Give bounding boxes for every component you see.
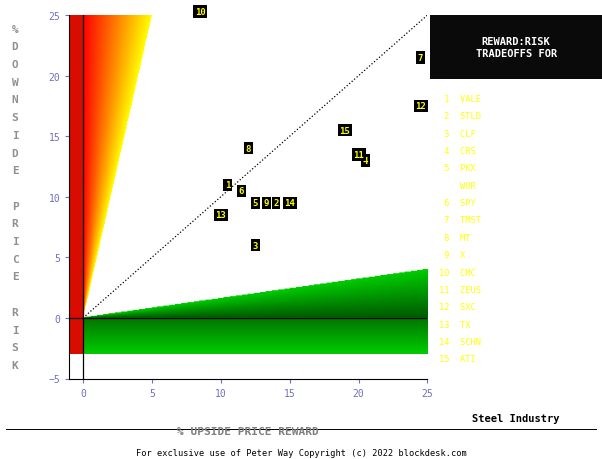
Text: 3/11/22: 3/11/22 <box>4 444 42 453</box>
Text: 4  CRS: 4 CRS <box>439 146 476 156</box>
Text: 4: 4 <box>363 157 368 166</box>
Text: 13  TX: 13 TX <box>439 320 471 329</box>
Text: 8  MT: 8 MT <box>439 233 471 242</box>
Text: 11  ZEUS: 11 ZEUS <box>439 285 481 294</box>
Text: 7: 7 <box>418 54 423 63</box>
Text: I: I <box>11 325 19 335</box>
Text: D: D <box>11 42 19 52</box>
Text: P: P <box>11 201 19 211</box>
Text: 11: 11 <box>353 151 364 160</box>
Text: % UPSIDE PRICE REWARD: % UPSIDE PRICE REWARD <box>178 426 319 437</box>
Text: 3  CLF: 3 CLF <box>439 129 476 138</box>
Text: D: D <box>11 148 19 158</box>
Text: 2: 2 <box>273 199 279 208</box>
Text: R: R <box>11 307 19 317</box>
Text: 2  STLD: 2 STLD <box>439 112 481 121</box>
Text: E: E <box>11 272 19 282</box>
Text: W: W <box>11 78 19 88</box>
Text: I: I <box>11 130 19 140</box>
Text: 3: 3 <box>252 241 258 250</box>
Text: %: % <box>11 24 19 34</box>
Text: Block: Block <box>12 409 46 420</box>
Text: R: R <box>11 219 19 229</box>
Text: 12  SXC: 12 SXC <box>439 302 476 312</box>
Text: 14: 14 <box>284 199 295 208</box>
Text: N: N <box>11 95 19 105</box>
Text: 8: 8 <box>246 145 251 153</box>
Text: 6: 6 <box>239 187 244 196</box>
Text: 10  CMC: 10 CMC <box>439 268 476 277</box>
Text: 1  VALE: 1 VALE <box>439 95 481 104</box>
Text: 14  SCHN: 14 SCHN <box>439 337 481 346</box>
Text: S: S <box>11 342 19 353</box>
Text: 12: 12 <box>415 102 426 111</box>
Text: 9  X: 9 X <box>439 251 465 260</box>
Text: Steel Industry: Steel Industry <box>473 413 560 423</box>
Text: I: I <box>11 236 19 246</box>
Text: C: C <box>11 254 19 264</box>
Text: WOR: WOR <box>439 181 476 190</box>
Text: 6  SPY: 6 SPY <box>439 199 476 207</box>
Text: 5  PKX: 5 PKX <box>439 164 476 173</box>
Text: 1: 1 <box>225 181 231 190</box>
Text: REWARD:RISK
TRADEOFFS FOR: REWARD:RISK TRADEOFFS FOR <box>476 37 557 59</box>
Bar <box>430 16 602 79</box>
Text: 9: 9 <box>264 199 269 208</box>
Text: 5: 5 <box>252 199 258 208</box>
Text: E: E <box>11 166 19 176</box>
Text: Desk: Desk <box>12 427 39 437</box>
Text: For exclusive use of Peter Way Copyright (c) 2022 blockdesk.com: For exclusive use of Peter Way Copyright… <box>135 448 467 457</box>
Text: 15: 15 <box>340 126 350 135</box>
Text: 15  ATI: 15 ATI <box>439 355 476 364</box>
Text: 13: 13 <box>216 211 226 220</box>
Text: K: K <box>11 360 19 370</box>
Text: O: O <box>11 60 19 70</box>
Text: 10: 10 <box>194 8 205 17</box>
Text: 7  TMST: 7 TMST <box>439 216 481 225</box>
Text: S: S <box>11 113 19 123</box>
